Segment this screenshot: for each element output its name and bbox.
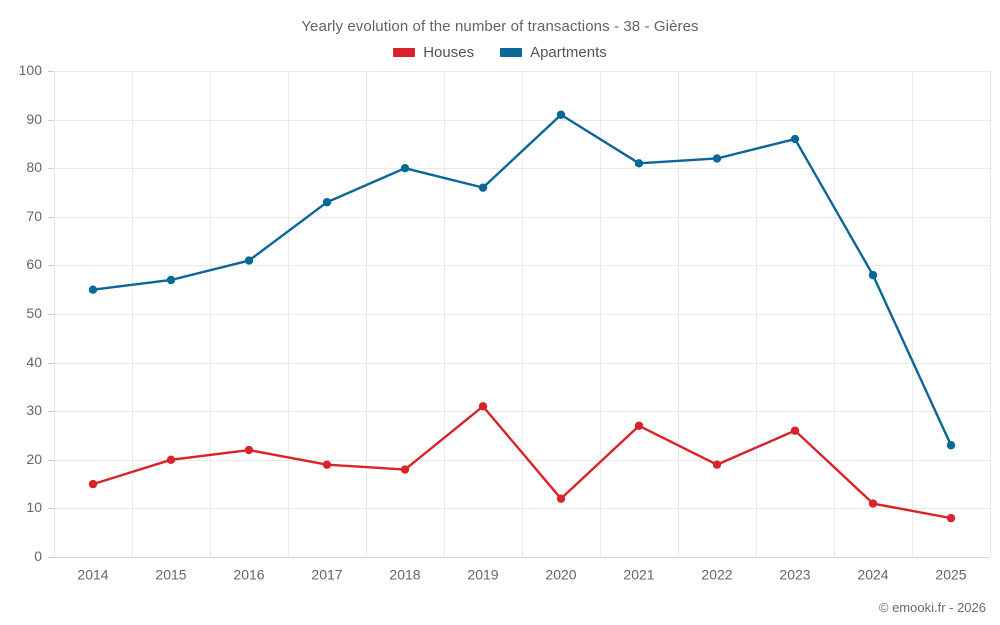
data-point[interactable]	[946, 513, 956, 523]
y-axis-tick-label: 60	[26, 256, 42, 272]
line-swatch-icon	[500, 48, 523, 57]
x-axis-tick-label: 2014	[77, 566, 108, 582]
x-axis-tick-label: 2018	[389, 566, 420, 582]
data-point[interactable]	[478, 402, 488, 411]
y-axis-tick-label: 20	[26, 451, 42, 467]
x-axis-tick-labels: 2014 2015 2016 2017 2018 2019 2020 2021 2022 2023…	[77, 566, 966, 582]
x-axis-tick-label: 2025	[935, 566, 966, 582]
data-point[interactable]	[322, 460, 332, 469]
data-point[interactable]	[244, 256, 254, 265]
x-axis-tick-label: 2024	[857, 566, 888, 582]
x-axis-tick-label: 2015	[155, 566, 186, 582]
y-axis-tick-label: 80	[26, 159, 42, 175]
data-point[interactable]	[712, 460, 722, 469]
data-series	[88, 110, 956, 523]
legend-item-label: Apartments	[530, 44, 607, 61]
x-axis-tick-label: 2019	[467, 566, 498, 582]
y-axis-tick-label: 50	[26, 305, 42, 321]
data-point[interactable]	[478, 183, 488, 192]
data-point[interactable]	[400, 164, 410, 173]
y-axis-tick-label: 70	[26, 208, 42, 224]
y-axis-tick-label: 10	[26, 499, 42, 515]
legend-item-houses[interactable]: Houses	[393, 44, 474, 61]
y-axis-tick-label: 40	[26, 354, 42, 370]
gridlines	[54, 71, 991, 558]
y-axis-tick-label: 30	[26, 402, 42, 418]
series-houses	[88, 402, 956, 523]
x-axis-tick-label: 2022	[701, 566, 732, 582]
data-point[interactable]	[556, 110, 566, 119]
data-point[interactable]	[88, 479, 98, 489]
y-axis-tick-label: 100	[19, 62, 43, 78]
data-point[interactable]	[946, 441, 956, 450]
data-point[interactable]	[556, 494, 566, 503]
data-point[interactable]	[634, 421, 644, 430]
series-apartments	[88, 110, 956, 450]
y-axis-tick-labels: 0 10 20 30 40 50 60 70 80 90 100	[19, 62, 43, 564]
x-axis-tick-label: 2020	[545, 566, 576, 582]
x-axis-tick-label: 2023	[779, 566, 810, 582]
legend-item-label: Houses	[423, 44, 475, 61]
line-swatch-icon	[393, 48, 416, 57]
series-line-apartments	[91, 113, 953, 447]
series-line-houses	[91, 405, 953, 520]
data-point[interactable]	[244, 445, 254, 455]
data-point[interactable]	[166, 455, 176, 464]
data-point[interactable]	[634, 159, 644, 168]
data-point[interactable]	[166, 275, 176, 285]
x-axis-tick-label: 2016	[233, 566, 264, 582]
data-point[interactable]	[88, 285, 98, 294]
x-axis-tick-label: 2021	[623, 566, 654, 582]
data-point[interactable]	[712, 154, 722, 163]
data-point[interactable]	[790, 134, 800, 144]
legend-item-apartments[interactable]: Apartments	[500, 44, 607, 61]
chart-legend: Houses Apartments	[0, 44, 1000, 61]
data-point[interactable]	[868, 499, 878, 508]
x-axis-tick-label: 2017	[311, 566, 342, 582]
data-point[interactable]	[790, 426, 800, 435]
data-point[interactable]	[868, 270, 878, 280]
chart-title: Yearly evolution of the number of transa…	[301, 18, 699, 35]
chart-credit: © emooki.fr - 2026	[878, 600, 986, 615]
y-axis-tick-label: 0	[34, 548, 42, 564]
y-axis-tick-label: 90	[26, 111, 42, 127]
axes	[48, 71, 990, 558]
data-point[interactable]	[322, 198, 332, 207]
data-point[interactable]	[400, 465, 410, 474]
